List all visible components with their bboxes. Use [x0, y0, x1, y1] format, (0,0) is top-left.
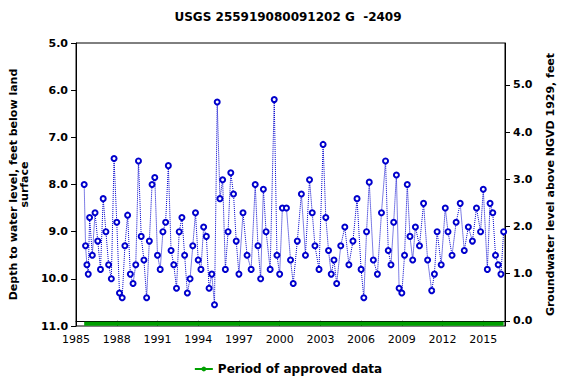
- svg-text:0.0: 0.0: [513, 314, 533, 327]
- svg-text:2000: 2000: [266, 333, 294, 346]
- svg-text:1997: 1997: [225, 333, 253, 346]
- svg-text:6.0: 6.0: [49, 84, 69, 97]
- svg-text:4.0: 4.0: [513, 126, 533, 139]
- svg-text:1991: 1991: [143, 333, 171, 346]
- svg-text:10.0: 10.0: [41, 272, 68, 285]
- svg-text:3.0: 3.0: [513, 173, 533, 186]
- svg-text:Depth to water level, feet bel: Depth to water level, feet below land: [7, 68, 20, 301]
- svg-text:1988: 1988: [103, 333, 131, 346]
- svg-text:2015: 2015: [469, 333, 497, 346]
- svg-text:7.0: 7.0: [49, 131, 69, 144]
- svg-text:5.0: 5.0: [49, 37, 69, 50]
- svg-text:2.0: 2.0: [513, 220, 533, 233]
- svg-text:Groundwater level above NGVD 1: Groundwater level above NGVD 1929, feet: [544, 53, 557, 316]
- svg-text:2003: 2003: [306, 333, 334, 346]
- svg-text:USGS 255919080091202 G -2409: USGS 255919080091202 G -2409: [174, 10, 401, 24]
- svg-text:8.0: 8.0: [49, 178, 69, 191]
- svg-text:surface: surface: [18, 162, 31, 208]
- svg-text:2006: 2006: [347, 333, 375, 346]
- svg-text:2009: 2009: [388, 333, 416, 346]
- svg-text:1994: 1994: [184, 333, 212, 346]
- svg-text:Period of approved data: Period of approved data: [218, 362, 382, 376]
- svg-text:2012: 2012: [429, 333, 457, 346]
- svg-text:9.0: 9.0: [49, 225, 69, 238]
- svg-text:1985: 1985: [62, 333, 90, 346]
- svg-text:5.0: 5.0: [513, 78, 533, 91]
- svg-text:1.0: 1.0: [513, 267, 533, 280]
- svg-text:11.0: 11.0: [41, 320, 68, 333]
